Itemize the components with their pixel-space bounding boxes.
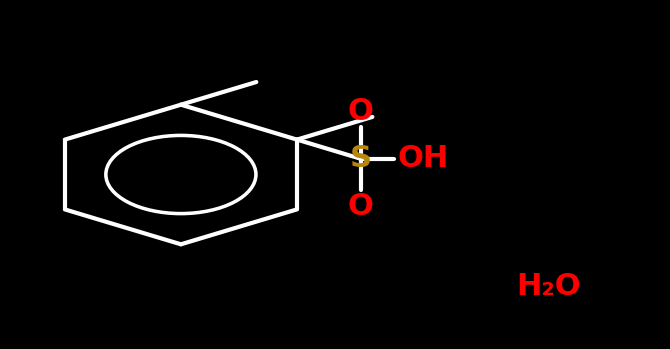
Text: OH: OH [397, 144, 449, 173]
Text: S: S [350, 144, 372, 173]
Text: O: O [348, 192, 374, 221]
Text: H₂O: H₂O [516, 272, 580, 301]
Text: O: O [348, 97, 374, 126]
